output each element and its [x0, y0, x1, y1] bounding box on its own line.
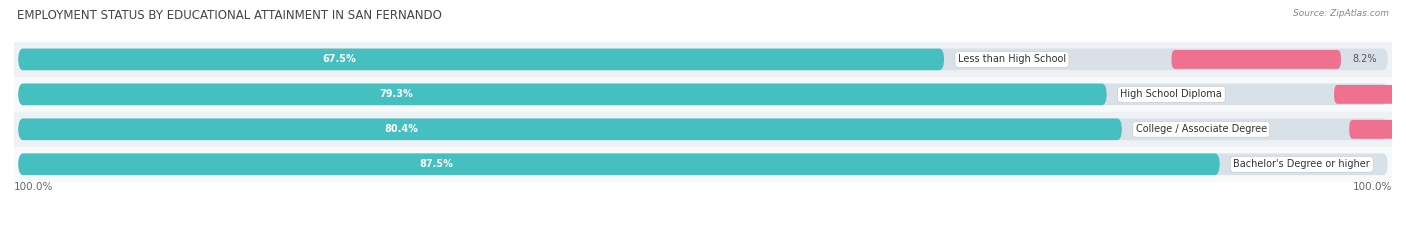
FancyBboxPatch shape	[1350, 120, 1406, 139]
FancyBboxPatch shape	[18, 49, 945, 70]
FancyBboxPatch shape	[18, 84, 1107, 105]
Bar	[14, 112, 1392, 147]
FancyBboxPatch shape	[18, 49, 1388, 70]
Text: Less than High School: Less than High School	[957, 55, 1066, 64]
Text: College / Associate Degree: College / Associate Degree	[1136, 124, 1267, 134]
FancyBboxPatch shape	[18, 154, 1220, 175]
Bar	[14, 77, 1392, 112]
FancyBboxPatch shape	[18, 118, 1388, 140]
FancyBboxPatch shape	[1334, 85, 1406, 104]
Text: 79.3%: 79.3%	[380, 89, 413, 99]
Text: Source: ZipAtlas.com: Source: ZipAtlas.com	[1294, 9, 1389, 18]
Bar	[14, 42, 1392, 77]
Text: Bachelor's Degree or higher: Bachelor's Degree or higher	[1233, 159, 1371, 169]
FancyBboxPatch shape	[18, 118, 1122, 140]
FancyBboxPatch shape	[18, 84, 1388, 105]
Text: 87.5%: 87.5%	[419, 159, 453, 169]
Text: High School Diploma: High School Diploma	[1121, 89, 1222, 99]
Bar	[14, 147, 1392, 182]
FancyBboxPatch shape	[18, 154, 1388, 175]
FancyBboxPatch shape	[1171, 50, 1341, 69]
Text: EMPLOYMENT STATUS BY EDUCATIONAL ATTAINMENT IN SAN FERNANDO: EMPLOYMENT STATUS BY EDUCATIONAL ATTAINM…	[17, 9, 441, 22]
Text: 8.2%: 8.2%	[1353, 55, 1376, 64]
Text: 80.4%: 80.4%	[385, 124, 419, 134]
Text: 100.0%: 100.0%	[14, 182, 53, 192]
Text: 100.0%: 100.0%	[1353, 182, 1392, 192]
Text: 67.5%: 67.5%	[323, 55, 357, 64]
